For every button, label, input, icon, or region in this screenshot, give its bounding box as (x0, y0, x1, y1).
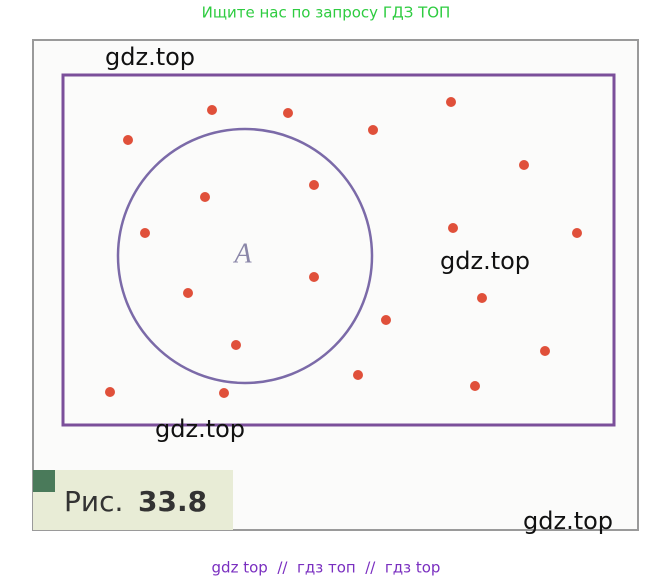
set-label: A (232, 238, 252, 269)
footer-text: gdz top // гдз топ // гдз top (212, 559, 441, 577)
caption-marker (33, 470, 55, 492)
watermark: gdz.top (523, 507, 613, 535)
universe-rect (61, 73, 616, 427)
caption-prefix: Рис. (64, 485, 123, 518)
dots (105, 97, 582, 398)
watermark: gdz.top (105, 43, 195, 71)
outer-frame (32, 39, 639, 531)
watermark: gdz.top (155, 415, 245, 443)
caption-box (33, 470, 233, 530)
header-text: Ищите нас по запросу ГДЗ ТОП (202, 4, 451, 22)
watermark: gdz.top (440, 247, 530, 275)
caption-number: 33.8 (138, 485, 207, 518)
set-circle (116, 127, 374, 385)
